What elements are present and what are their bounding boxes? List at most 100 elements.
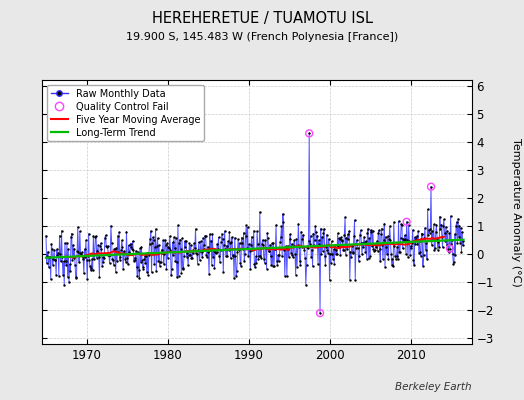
Point <box>260 259 269 266</box>
Point <box>347 242 356 249</box>
Point <box>354 245 362 252</box>
Point <box>368 228 377 234</box>
Point <box>109 257 117 263</box>
Point <box>177 269 185 276</box>
Point <box>62 262 70 269</box>
Point <box>339 246 347 253</box>
Point <box>49 256 58 262</box>
Point <box>457 248 466 255</box>
Point <box>126 251 134 258</box>
Point <box>402 219 411 225</box>
Point <box>293 242 302 248</box>
Point <box>417 230 425 237</box>
Point <box>202 252 211 258</box>
Point <box>110 246 118 252</box>
Point <box>98 263 106 270</box>
Point <box>119 248 128 254</box>
Point <box>357 240 366 246</box>
Point <box>309 230 318 237</box>
Point <box>51 257 59 263</box>
Point <box>254 241 262 248</box>
Point <box>72 274 80 280</box>
Point <box>47 241 56 247</box>
Point <box>46 254 54 260</box>
Point <box>170 245 179 251</box>
Point <box>75 228 84 234</box>
Point <box>266 242 274 248</box>
Point <box>359 244 367 250</box>
Point <box>167 272 176 278</box>
Point <box>135 274 144 281</box>
Point <box>174 272 183 279</box>
Point <box>395 218 403 224</box>
Point <box>454 216 462 222</box>
Point <box>313 232 322 239</box>
Point <box>161 237 169 243</box>
Point <box>69 242 77 248</box>
Point <box>196 238 205 245</box>
Point <box>276 239 285 245</box>
Point <box>101 235 109 241</box>
Point <box>122 228 130 235</box>
Point <box>54 250 62 256</box>
Point <box>142 253 150 260</box>
Point <box>168 266 176 272</box>
Point <box>148 240 156 246</box>
Point <box>211 249 220 255</box>
Point <box>378 242 387 248</box>
Point <box>344 236 353 242</box>
Point <box>66 261 74 268</box>
Point <box>446 245 454 252</box>
Point <box>156 262 164 269</box>
Point <box>382 244 390 250</box>
Text: HEREHERETUE / TUAMOTU ISL: HEREHERETUE / TUAMOTU ISL <box>151 11 373 26</box>
Point <box>80 270 88 277</box>
Point <box>184 252 193 258</box>
Point <box>409 257 418 263</box>
Point <box>45 264 53 270</box>
Point <box>224 238 232 244</box>
Point <box>300 247 309 253</box>
Point <box>64 246 72 252</box>
Point <box>222 253 230 259</box>
Point <box>300 244 308 250</box>
Point <box>229 251 237 258</box>
Point <box>336 252 344 258</box>
Point <box>259 242 267 248</box>
Point <box>349 249 357 256</box>
Point <box>193 250 201 257</box>
Point <box>380 220 388 227</box>
Point <box>219 236 227 242</box>
Point <box>179 266 187 273</box>
Point <box>321 253 329 259</box>
Point <box>288 241 296 247</box>
Point <box>68 230 76 237</box>
Point <box>191 226 200 232</box>
Point <box>102 243 111 249</box>
Point <box>163 240 171 247</box>
Point <box>232 273 241 279</box>
Point <box>338 238 346 244</box>
Point <box>450 259 458 266</box>
Point <box>422 240 431 247</box>
Point <box>342 234 351 241</box>
Point <box>419 252 428 259</box>
Point <box>187 242 195 248</box>
Point <box>354 258 363 264</box>
Point <box>398 222 406 229</box>
Point <box>281 245 290 251</box>
Point <box>286 236 294 242</box>
Point <box>59 258 68 264</box>
Point <box>421 246 430 253</box>
Point <box>202 233 210 239</box>
Point <box>403 236 411 243</box>
Point <box>408 240 416 246</box>
Point <box>158 246 166 253</box>
Point <box>227 238 236 245</box>
Point <box>77 249 85 256</box>
Point <box>329 256 337 262</box>
Point <box>157 259 165 266</box>
Point <box>375 227 383 233</box>
Point <box>75 259 83 265</box>
Point <box>91 234 100 240</box>
